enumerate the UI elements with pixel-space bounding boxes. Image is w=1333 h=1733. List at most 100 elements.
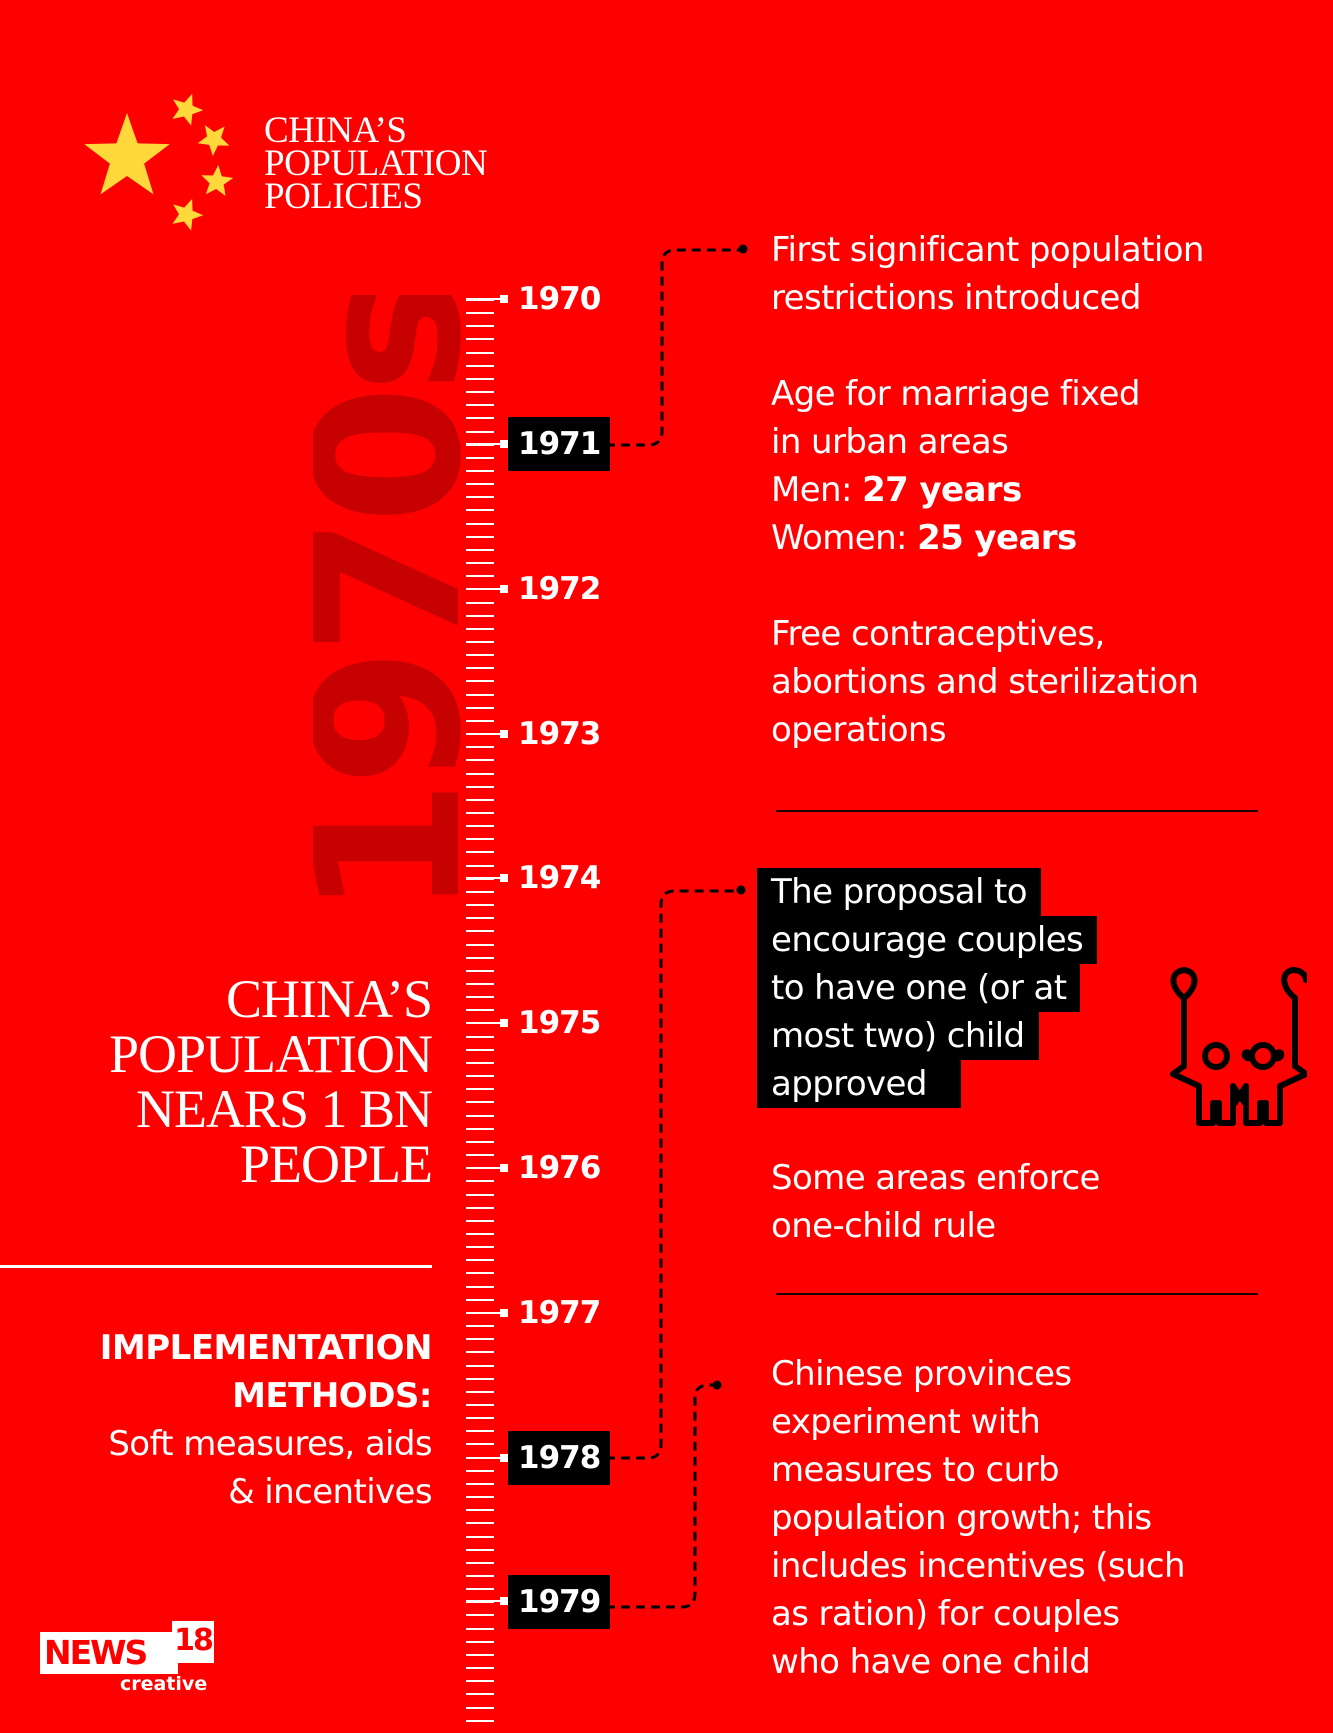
year-tick-1978 (466, 1457, 502, 1459)
year-tick-1979 (466, 1600, 502, 1602)
title-line: POPULATION (264, 143, 488, 184)
event-1971-marriage-age: Age for marriage fixed in urban areas Me… (771, 370, 1140, 562)
year-label-1976: 1976 (518, 1150, 601, 1186)
ruler-tick (466, 1351, 494, 1353)
ruler-tick (466, 391, 494, 393)
ruler-tick (466, 1430, 494, 1432)
ruler-tick (466, 417, 494, 419)
women-age-label: Women: (771, 518, 918, 558)
ruler-tick (466, 1680, 494, 1682)
ruler-tick (466, 654, 494, 656)
event-1979-provinces: Chinese provinces experiment with measur… (771, 1350, 1186, 1686)
ruler-tick (466, 1115, 494, 1117)
ruler-tick (466, 338, 494, 340)
ruler-tick (466, 1338, 494, 1340)
year-tick-1975 (466, 1022, 502, 1024)
ruler-tick (466, 444, 494, 446)
ruler-tick (466, 944, 494, 946)
men-age-value: 27 years (862, 470, 1022, 510)
year-dot-1979 (500, 1597, 508, 1605)
year-label-1974: 1974 (518, 860, 601, 896)
ruler-tick (466, 917, 494, 919)
ruler-tick (466, 404, 494, 406)
ruler-tick (466, 1522, 494, 1524)
ruler-tick (466, 457, 494, 459)
methods-body-line: & incentives (228, 1472, 432, 1512)
ruler-tick (466, 1417, 494, 1419)
ruler-tick (466, 759, 494, 761)
ruler-tick (466, 996, 494, 998)
year-label-1971: 1971 (508, 417, 611, 471)
year-tick-1971 (466, 443, 502, 445)
ruler-tick (466, 365, 494, 367)
decade-watermark-text: 1970s (313, 295, 466, 905)
connector-1971 (606, 248, 740, 447)
ruler-tick (466, 707, 494, 709)
year-tick-1972 (466, 588, 502, 590)
event-text-line: in urban areas (771, 422, 1009, 462)
event-text-line: as ration) for couples (771, 1594, 1120, 1634)
ruler-tick (466, 1628, 494, 1630)
ruler-tick (466, 680, 494, 682)
year-tick-1977 (466, 1312, 502, 1314)
ruler-tick (466, 602, 494, 604)
ruler-tick (466, 1496, 494, 1498)
logo-news-text: NEWS (40, 1632, 178, 1674)
year-tick-1976 (466, 1167, 502, 1169)
children-with-balloons-icon (1170, 967, 1307, 1126)
event-text-line: Chinese provinces (771, 1354, 1072, 1394)
year-dot-1970 (500, 295, 508, 303)
year-label-1972: 1972 (518, 571, 601, 607)
ruler-tick (466, 470, 494, 472)
highlighted-text-line: approved (757, 1060, 961, 1108)
year-dot-1971 (500, 440, 508, 448)
event-text-line: population growth; this (771, 1498, 1152, 1538)
left-divider (0, 1265, 432, 1268)
heading-line: PEOPLE (239, 1134, 433, 1194)
ruler-tick (466, 1575, 494, 1577)
ruler-tick (466, 352, 494, 354)
section-divider (776, 810, 1258, 812)
event-1971-free-services: Free contraceptives, abortions and steri… (771, 610, 1199, 754)
year-dot-1977 (500, 1309, 508, 1317)
ruler-tick (466, 496, 494, 498)
ruler-tick (466, 1299, 494, 1301)
ruler-tick (466, 838, 494, 840)
ruler-tick (466, 1588, 494, 1590)
event-text-line: First significant population (771, 230, 1204, 270)
event-text-line: abortions and sterilization (771, 662, 1199, 702)
ruler-tick (466, 378, 494, 380)
ruler-tick (466, 1220, 494, 1222)
ruler-tick (466, 1246, 494, 1248)
ruler-tick (466, 786, 494, 788)
year-label-1979: 1979 (508, 1575, 611, 1629)
implementation-methods: IMPLEMENTATION METHODS: Soft measures, a… (99, 1324, 433, 1516)
connector-1979 (606, 1383, 714, 1609)
ruler-tick (466, 312, 494, 314)
methods-title-line: IMPLEMENTATION (99, 1328, 433, 1368)
heading-line: CHINA’S (225, 969, 433, 1029)
ruler-tick (466, 1207, 494, 1209)
ruler-tick (466, 1667, 494, 1669)
event-text-line: includes incentives (such (771, 1546, 1186, 1586)
year-dot-1973 (500, 730, 508, 738)
ruler-tick (466, 1180, 494, 1182)
event-1971-title: First significant population restriction… (771, 226, 1204, 322)
ruler-tick (466, 1101, 494, 1103)
ruler-tick (466, 957, 494, 959)
ruler-tick (466, 431, 494, 433)
ruler-tick (466, 1378, 494, 1380)
year-label-1977: 1977 (518, 1295, 601, 1331)
event-1978-enforcement: Some areas enforce one-child rule (771, 1154, 1100, 1250)
ruler-tick (466, 1404, 494, 1406)
ruler-tick (466, 694, 494, 696)
year-label-1973: 1973 (518, 716, 601, 752)
ruler-tick (466, 891, 494, 893)
ruler-tick (466, 1391, 494, 1393)
ruler-tick (466, 878, 494, 880)
ruler-tick (466, 1088, 494, 1090)
ruler-tick (466, 1720, 494, 1722)
methods-title-line: METHODS: (232, 1376, 432, 1416)
ruler-tick (466, 1154, 494, 1156)
ruler-tick (466, 746, 494, 748)
